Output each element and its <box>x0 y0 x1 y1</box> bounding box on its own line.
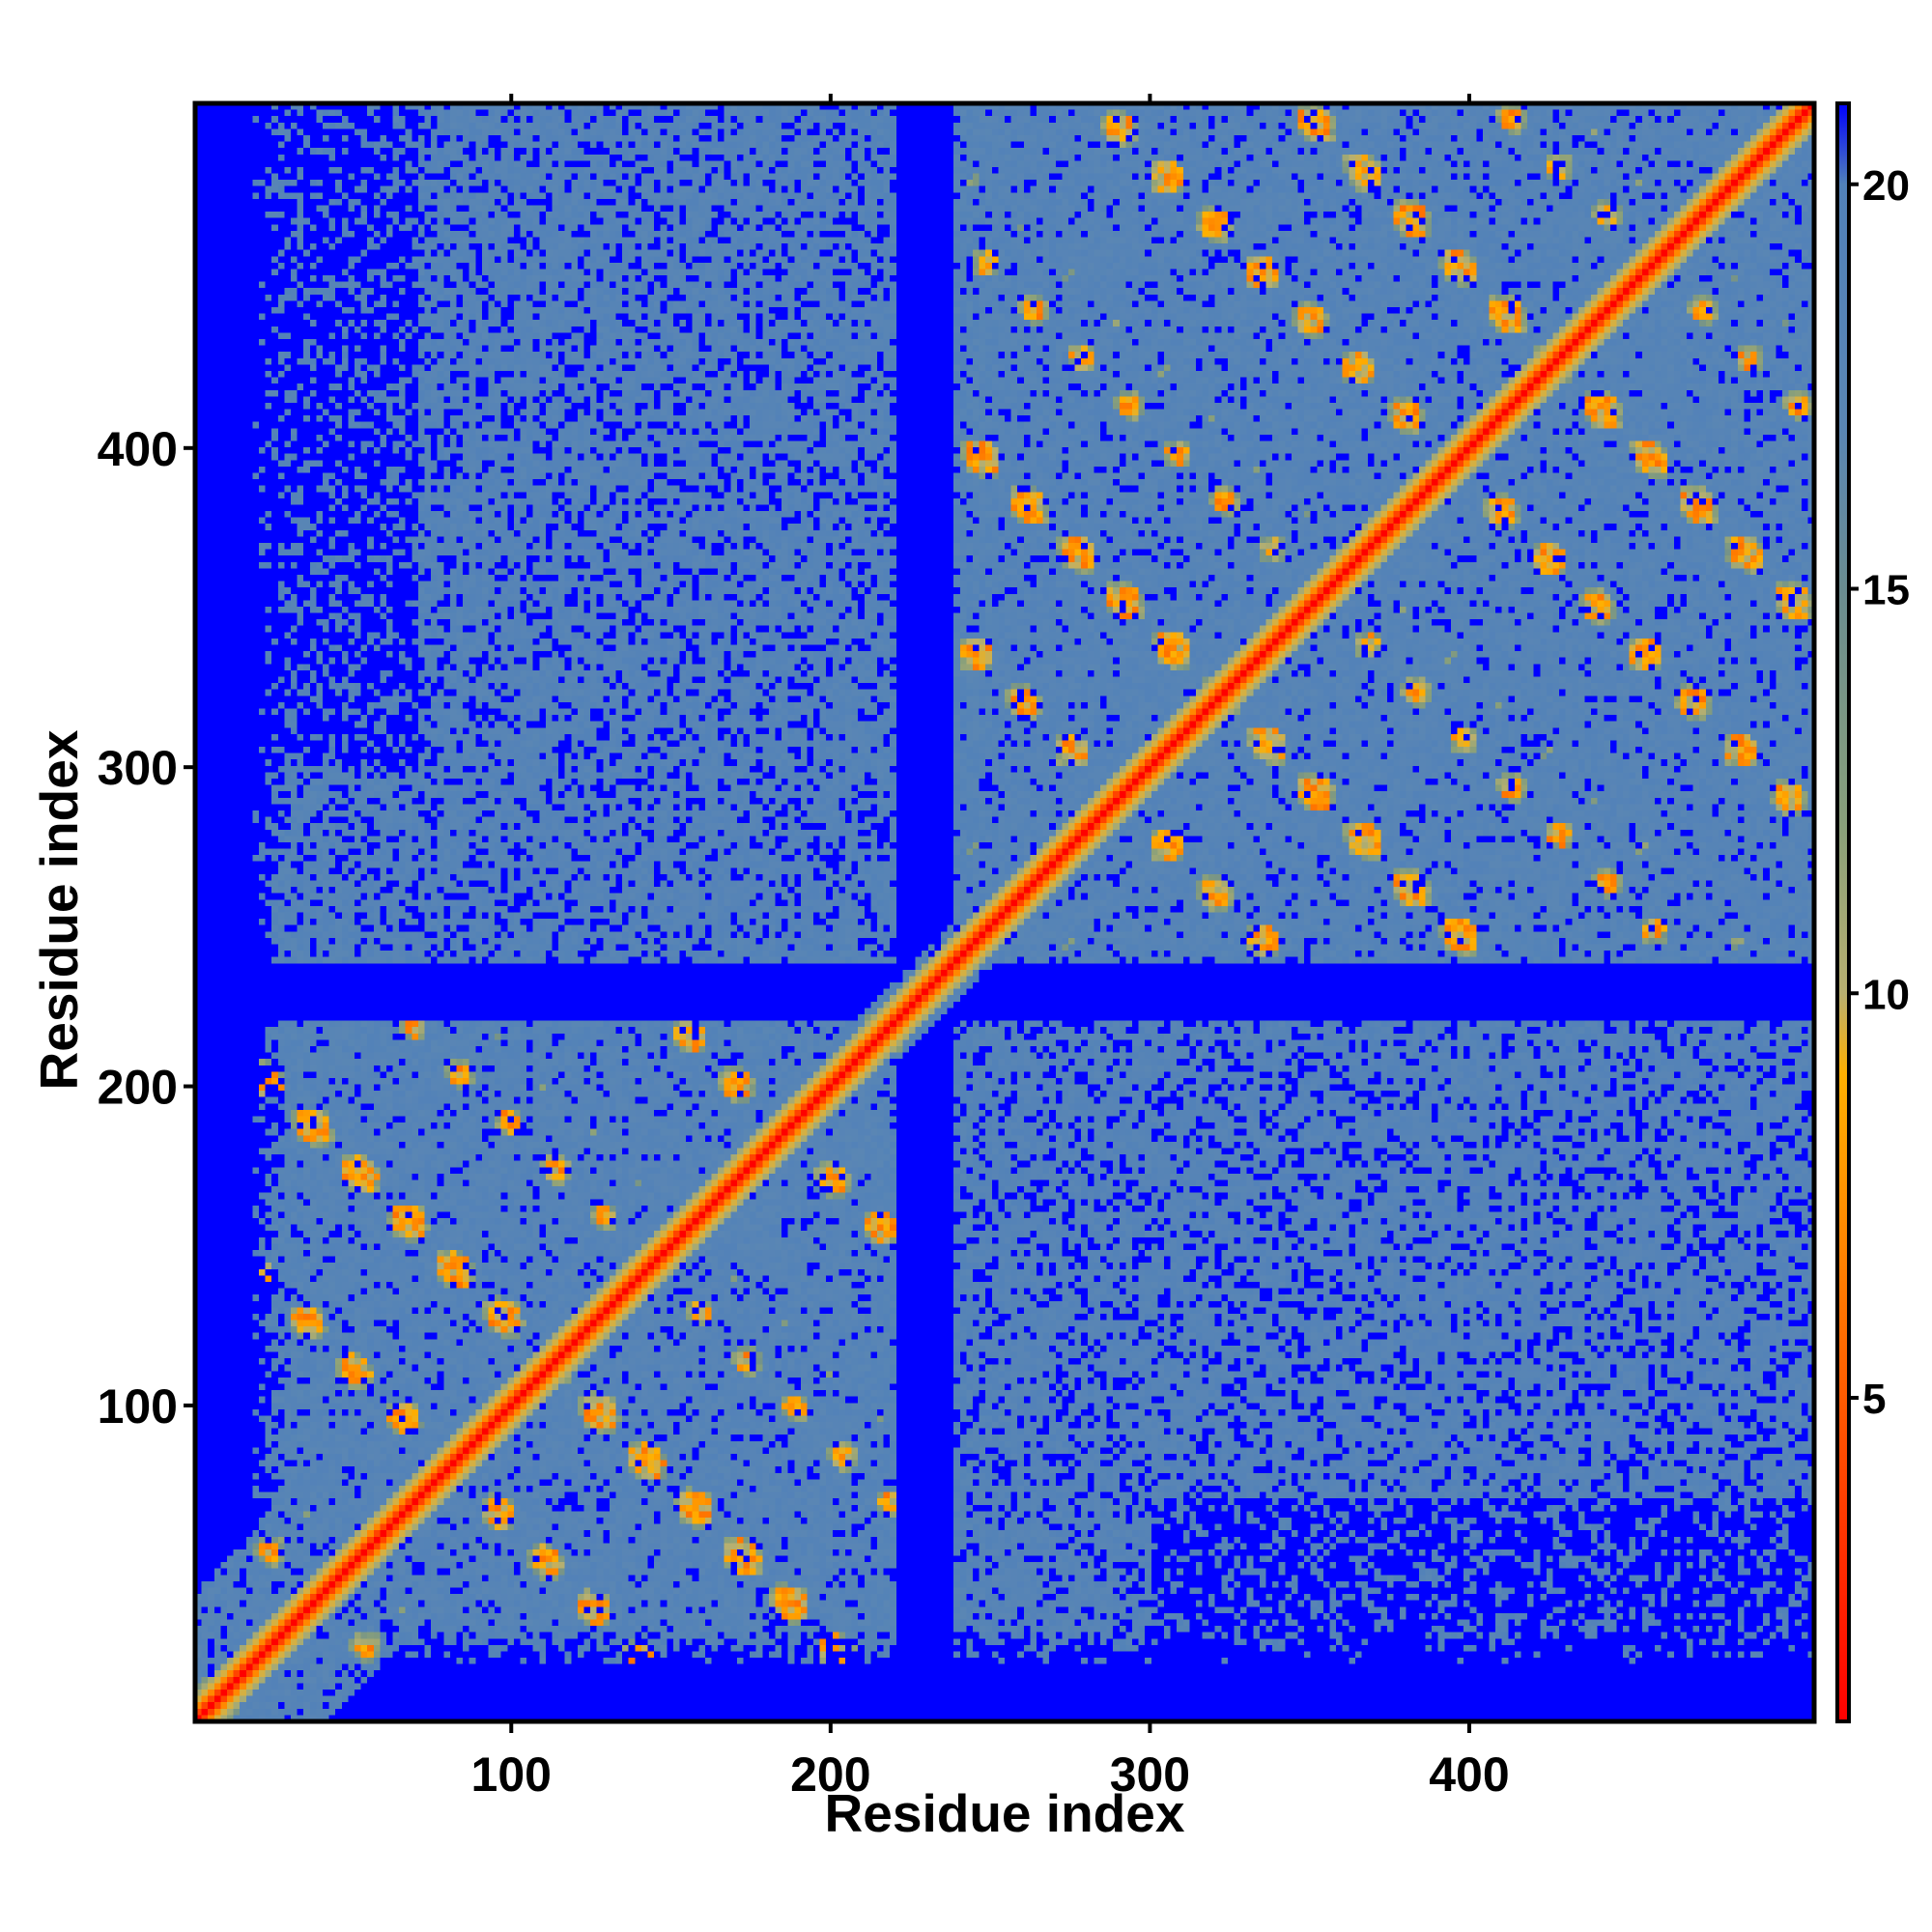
plot-frame <box>192 100 1817 1724</box>
y-tick-label: 400 <box>98 422 178 476</box>
y-axis-ticks: 100 200 300 400 <box>98 422 195 1434</box>
x-axis-ticks: 100 200 300 400 <box>471 94 1510 1802</box>
x-tick-label: 100 <box>471 1747 552 1802</box>
colorbar: 5 10 15 20 <box>1835 101 1910 1723</box>
colorbar-tick-label: 20 <box>1862 162 1910 210</box>
y-tick-label: 100 <box>98 1379 178 1434</box>
distance-heatmap <box>195 103 1814 1721</box>
y-tick-label: 300 <box>98 741 178 795</box>
x-axis-title: Residue index <box>825 1783 1185 1843</box>
colorbar-tick-label: 15 <box>1862 567 1910 614</box>
x-tick-label: 200 <box>790 1747 870 1802</box>
y-tick-label: 200 <box>98 1061 178 1115</box>
colorbar-tick-label: 5 <box>1862 1376 1886 1423</box>
heatmap-cells <box>195 103 1814 1721</box>
y-axis-title: Residue index <box>29 729 89 1090</box>
x-tick-label: 400 <box>1429 1747 1509 1802</box>
x-tick-label: 300 <box>1110 1747 1190 1802</box>
colorbar-gradient <box>1835 101 1851 1723</box>
colorbar-tick-label: 10 <box>1862 971 1910 1018</box>
